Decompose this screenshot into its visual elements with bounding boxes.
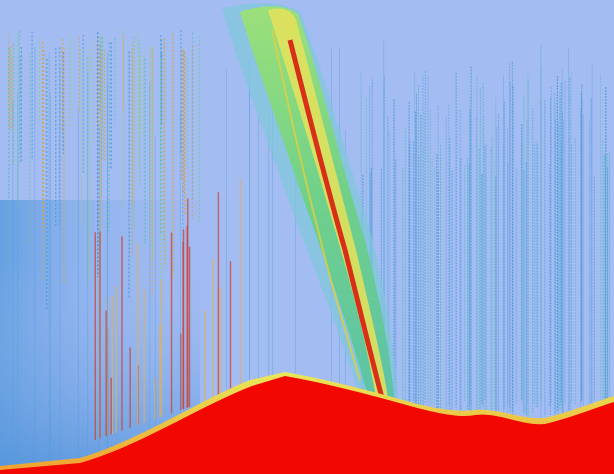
echogram xyxy=(0,0,614,474)
page: {} (() => { const svg = document.getElem xyxy=(0,0,614,474)
